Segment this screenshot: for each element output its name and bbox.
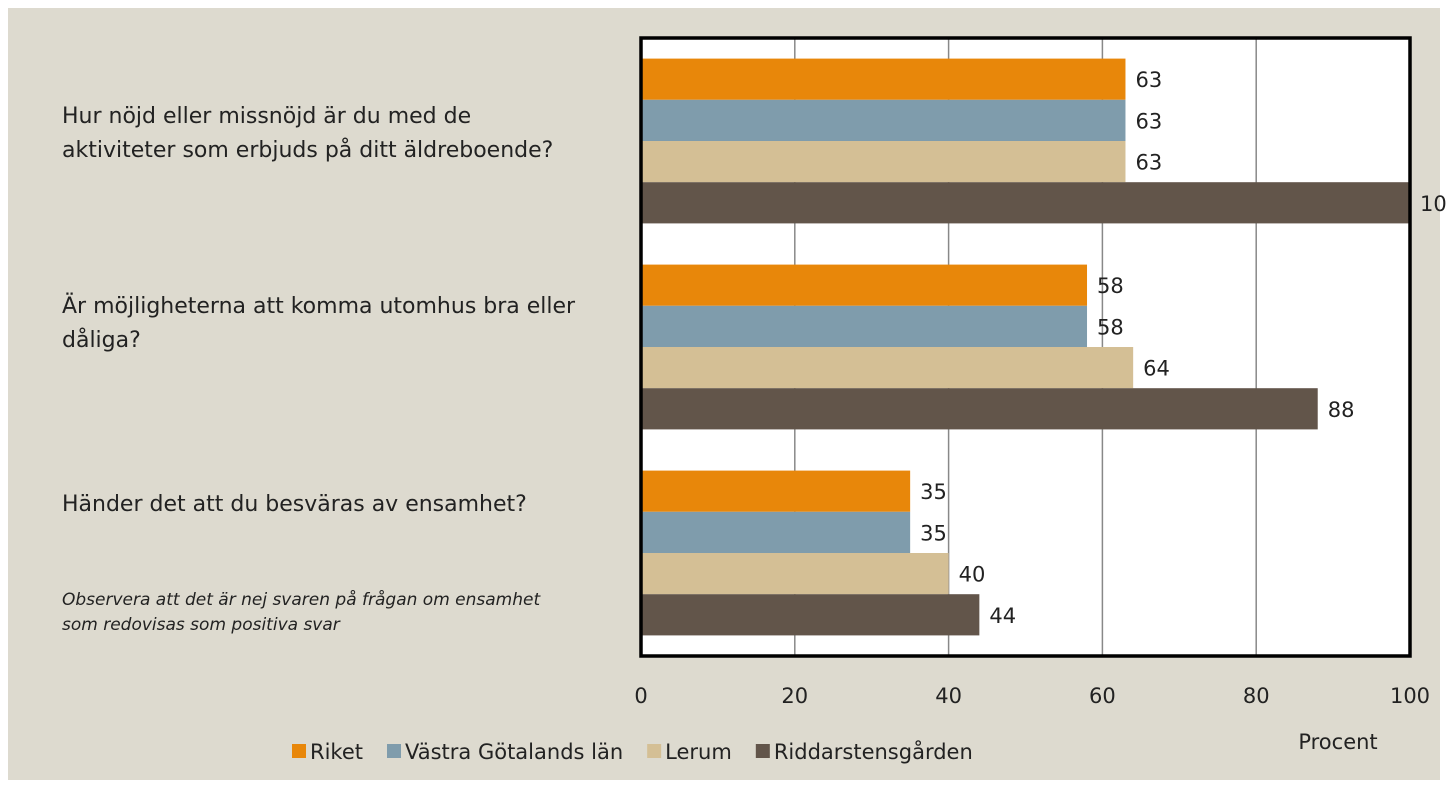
x-tick-label: 40 — [935, 684, 962, 708]
x-axis-label: Procent — [1298, 730, 1377, 754]
data-label: 63 — [1135, 68, 1162, 92]
bar — [641, 553, 949, 595]
legend-label: Lerum — [665, 740, 732, 764]
annotation: Observera att det är nej svaren på fråga… — [62, 590, 541, 635]
bar — [641, 58, 1126, 100]
x-tick-label: 0 — [634, 684, 647, 708]
x-tick-label: 80 — [1243, 684, 1270, 708]
data-label: 58 — [1097, 315, 1124, 339]
bar — [641, 388, 1318, 430]
legend-swatch — [387, 744, 401, 758]
legend-label: Västra Götalands län — [405, 740, 623, 764]
bar — [641, 99, 1126, 141]
legend-swatch — [755, 744, 770, 758]
data-label: 88 — [1328, 398, 1355, 422]
data-label: 100 — [1420, 192, 1448, 216]
x-tick-label: 60 — [1089, 684, 1116, 708]
bar — [641, 470, 911, 512]
bar — [641, 594, 980, 636]
legend-swatch — [647, 744, 662, 758]
legend-label: Riket — [310, 740, 363, 764]
x-tick-label: 100 — [1390, 684, 1430, 708]
legend-label: Riddarstensgården — [774, 739, 973, 764]
bar — [641, 511, 911, 553]
bar — [641, 305, 1088, 347]
data-label: 35 — [920, 480, 947, 504]
x-tick-label: 20 — [781, 684, 808, 708]
bar — [641, 264, 1088, 306]
data-label: 35 — [920, 521, 947, 545]
bar — [641, 347, 1134, 389]
data-label: 63 — [1135, 109, 1162, 133]
data-label: 40 — [959, 563, 986, 587]
data-label: 44 — [989, 604, 1016, 628]
data-label: 64 — [1143, 357, 1170, 381]
category-label: Händer det att du besväras av ensamhet? — [62, 492, 527, 517]
category-label: Hur nöjd eller missnöjd är du med de akt… — [62, 104, 554, 163]
plot-border — [639, 36, 1412, 658]
legend-swatch — [292, 744, 306, 758]
bar — [641, 141, 1126, 183]
data-label: 63 — [1135, 151, 1162, 175]
data-label: 58 — [1097, 274, 1124, 298]
bar — [641, 182, 1410, 224]
category-label: Är möjligheterna att komma utomhus bra e… — [62, 294, 576, 353]
